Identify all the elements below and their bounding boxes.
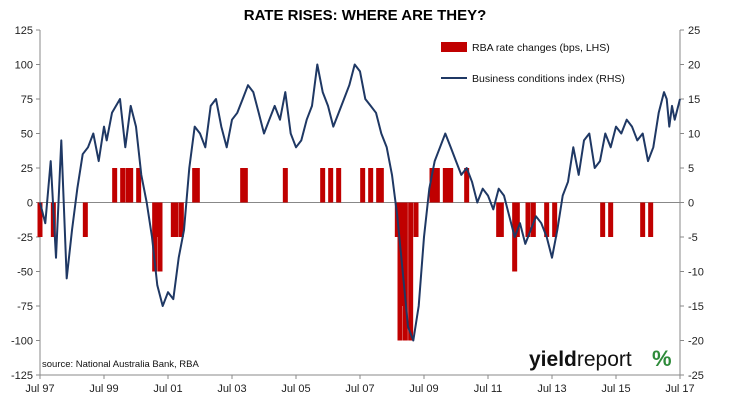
left-tick-label: 0 [27, 198, 33, 210]
rate-change-bar [640, 202, 646, 237]
x-tick-label: Jul 99 [89, 383, 118, 395]
rate-change-bar [178, 202, 184, 237]
rate-change-bar [360, 168, 366, 203]
rate-change-bar [157, 202, 163, 272]
right-tick-label: -10 [688, 267, 704, 279]
rate-change-bar [514, 202, 520, 237]
rate-change-bar [194, 168, 200, 203]
left-tick-label: 50 [21, 129, 33, 141]
x-tick-label: Jul 97 [25, 383, 54, 395]
right-tick-label: 20 [688, 60, 700, 72]
rate-change-bar [192, 168, 198, 203]
rate-change-bar [648, 202, 654, 237]
rate-change-bar [408, 202, 414, 341]
chart-title: RATE RISES: WHERE ARE THEY? [244, 7, 487, 24]
business-conditions-series-line [39, 63, 681, 342]
left-tick-label: 25 [21, 163, 33, 175]
rate-change-bar [128, 168, 134, 203]
legend-label-bars: RBA rate changes (bps, LHS) [472, 42, 610, 54]
rate-change-bar [378, 168, 384, 203]
rate-change-bar [152, 202, 158, 272]
rate-change-bar [154, 202, 160, 237]
rate-change-bar [608, 202, 614, 237]
right-tick-label: 10 [688, 129, 700, 141]
rate-change-bar [120, 168, 126, 203]
business-conditions-line [39, 63, 681, 342]
legend-swatch-bars [441, 42, 467, 52]
rate-change-bar [429, 168, 435, 203]
rate-change-bar [37, 202, 43, 237]
logo-wordmark: yieldreport [529, 348, 632, 371]
x-tick-label: Jul 13 [537, 383, 566, 395]
yieldreport-logo: yieldreport % [529, 346, 672, 371]
right-tick-label: -15 [688, 301, 704, 313]
rate-change-bar [240, 168, 246, 203]
rate-change-bar [464, 168, 470, 203]
rate-change-bar [442, 168, 448, 203]
rate-change-bar [125, 168, 131, 203]
rate-change-bar [320, 168, 326, 203]
rate-change-bar [434, 168, 440, 203]
x-tick-label: Jul 03 [217, 383, 246, 395]
x-tick-label: Jul 09 [409, 383, 438, 395]
right-tick-label: -20 [688, 336, 704, 348]
left-tick-label: -125 [11, 370, 33, 382]
right-tick-label: -25 [688, 370, 704, 382]
rate-change-bar [552, 202, 558, 237]
x-axis-ticks: Jul 97 Jul 99 Jul 01 Jul 03 Jul 05 Jul 07 Jul … [25, 375, 695, 395]
rate-change-bar [498, 202, 504, 237]
rate-change-bar [496, 202, 502, 237]
rate-change-bar [336, 168, 342, 203]
left-tick-label: 75 [21, 94, 33, 106]
rate-change-bar [402, 202, 408, 341]
x-tick-label: Jul 17 [665, 383, 694, 395]
left-tick-label: -100 [11, 336, 33, 348]
rate-change-bar [448, 168, 454, 203]
legend-label-line: Business conditions index (RHS) [472, 73, 625, 85]
left-tick-label: -25 [17, 232, 33, 244]
rate-change-bar [173, 202, 179, 237]
x-tick-label: Jul 15 [601, 383, 630, 395]
left-tick-label: 100 [15, 60, 33, 72]
right-tick-label: 5 [688, 163, 694, 175]
rate-change-bar [400, 202, 406, 306]
rate-change-bar [432, 168, 438, 203]
rba-rate-change-bars [37, 168, 654, 341]
rate-change-bar [282, 168, 288, 203]
right-tick-label: 25 [688, 25, 700, 37]
rate-change-bar [368, 168, 374, 203]
rate-change-bar [328, 168, 334, 203]
rate-change-bar [525, 202, 531, 237]
rate-change-bar [397, 202, 403, 341]
rate-change-bar [136, 168, 142, 203]
rate-change-bar [544, 202, 550, 237]
legend: RBA rate changes (bps, LHS) Business con… [441, 42, 625, 85]
left-axis-ticks: 125 100 75 50 25 0 -25 -50 -75 -100 -125 [11, 25, 40, 382]
rate-change-bar [112, 168, 118, 203]
rate-change-bar [413, 202, 419, 237]
logo-percent-icon: % [652, 346, 672, 371]
logo-word-yield: yield [529, 348, 577, 371]
x-tick-label: Jul 11 [474, 383, 503, 395]
rate-change-bar [445, 168, 451, 203]
x-tick-label: Jul 07 [345, 383, 374, 395]
x-tick-label: Jul 01 [153, 383, 182, 395]
left-tick-label: 125 [15, 25, 33, 37]
rate-change-bar [600, 202, 606, 237]
rate-change-bar [242, 168, 248, 203]
rate-change-bar [170, 202, 176, 237]
rate-change-bar [530, 202, 536, 237]
left-tick-label: -75 [17, 301, 33, 313]
source-note: source: National Australia Bank, RBA [42, 359, 199, 370]
x-tick-label: Jul 05 [281, 383, 310, 395]
rate-change-bar [82, 202, 88, 237]
rate-change-bar [376, 168, 382, 203]
logo-word-report: report [577, 348, 632, 371]
left-tick-label: -50 [17, 267, 33, 279]
right-axis-ticks: 25 20 15 10 5 0 -5 -10 -15 -20 -25 [680, 25, 704, 382]
right-tick-label: 0 [688, 198, 694, 210]
right-tick-label: -5 [688, 232, 698, 244]
right-tick-label: 15 [688, 94, 700, 106]
